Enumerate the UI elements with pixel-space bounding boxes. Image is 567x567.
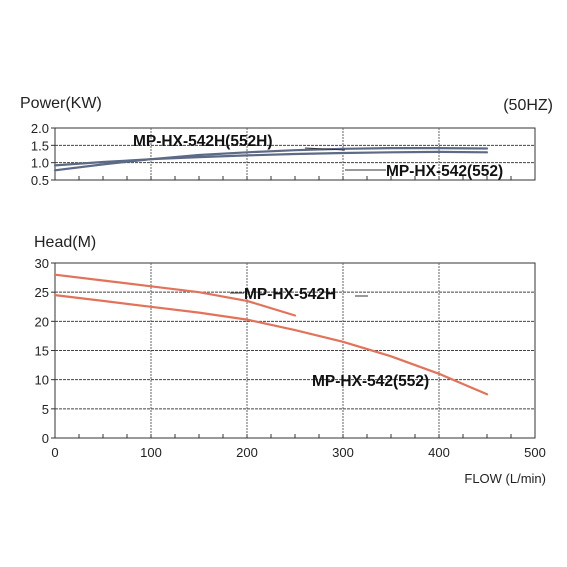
series-line-1 bbox=[53, 147, 489, 172]
label-leader-line bbox=[304, 147, 346, 151]
series-label-1: MP-HX-542H(552H) bbox=[133, 133, 273, 150]
series-line-2 bbox=[53, 150, 489, 167]
series-label-2: MP-HX-542(552) bbox=[386, 163, 503, 180]
head-axis-title: Head(M) bbox=[34, 234, 96, 251]
y-tick-label: 10 bbox=[35, 373, 49, 388]
y-tick-label: 0 bbox=[42, 431, 49, 446]
y-tick-label: 15 bbox=[35, 344, 49, 359]
series-label-2: MP-HX-542(552) bbox=[312, 373, 429, 390]
x-tick-label: 500 bbox=[524, 445, 546, 460]
frequency-label: (50HZ) bbox=[503, 97, 553, 114]
y-tick-label: 1.5 bbox=[31, 138, 49, 153]
x-tick-label: 100 bbox=[140, 445, 162, 460]
y-tick-label: 2.0 bbox=[31, 121, 49, 136]
power-plot-area: 2.0 1.5 1.0 0.5 MP-HX-542H(552H) MP-HX-542(55… bbox=[31, 121, 536, 188]
x-tick-label: 400 bbox=[428, 445, 450, 460]
y-tick-label: 20 bbox=[35, 314, 49, 329]
series-label-1: MP-HX-542H bbox=[244, 286, 336, 303]
x-tick-label: 0 bbox=[51, 445, 58, 460]
y-tick-label: 30 bbox=[35, 256, 49, 271]
power-axis-title: Power(KW) bbox=[20, 95, 102, 112]
flow-axis-title: FLOW (L/min) bbox=[464, 471, 546, 486]
y-tick-label: 5 bbox=[42, 402, 49, 417]
x-tick-label: 300 bbox=[332, 445, 354, 460]
y-tick-label: 25 bbox=[35, 285, 49, 300]
series-line-2 bbox=[53, 294, 489, 396]
y-tick-label: 0.5 bbox=[31, 173, 49, 188]
x-tick-label: 200 bbox=[236, 445, 258, 460]
y-tick-label: 1.0 bbox=[31, 156, 49, 171]
series-line-1 bbox=[53, 273, 297, 317]
